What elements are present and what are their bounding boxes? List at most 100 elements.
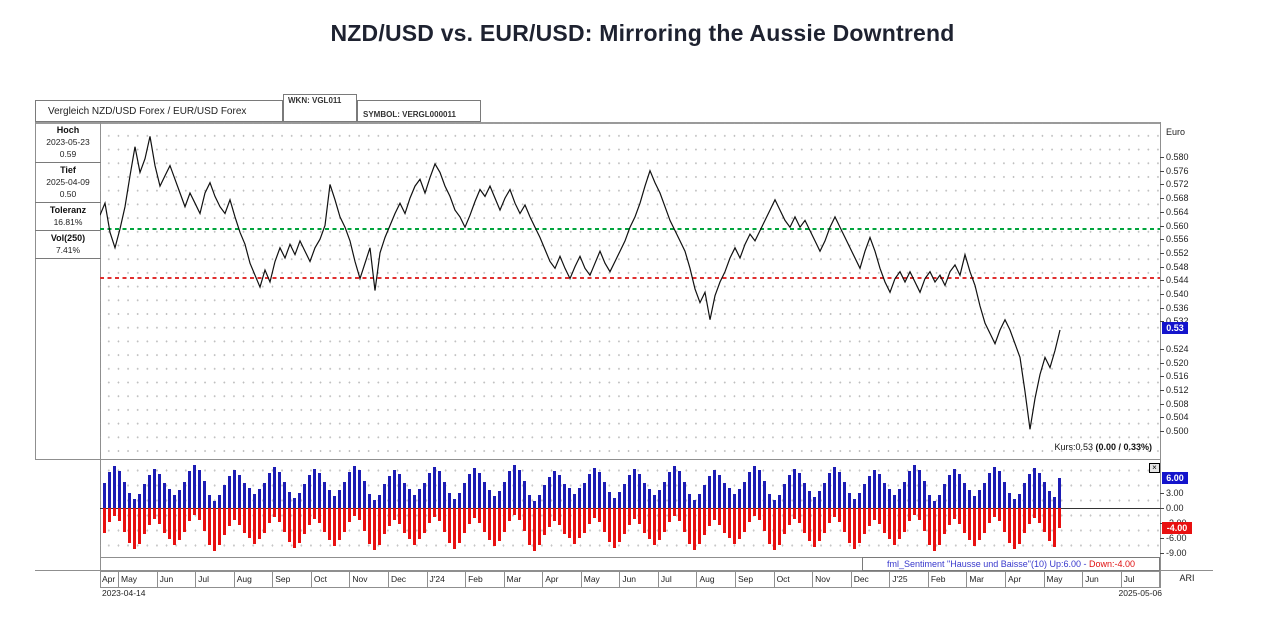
sentiment-bar-up (378, 494, 381, 508)
sentiment-bar-down (1053, 508, 1056, 547)
tief-date: 2025-04-09 (46, 177, 90, 187)
sentiment-bar-up (393, 469, 396, 508)
sentiment-bar-down (788, 508, 791, 525)
sentiment-bar-up (988, 472, 991, 508)
sentiment-bar-down (633, 508, 636, 519)
sentiment-bar-down (688, 508, 691, 544)
sentiment-bar-up (888, 488, 891, 508)
sentiment-bar-down (523, 508, 526, 531)
info-row-tief: Tief 2025-04-09 0.50 (35, 163, 101, 203)
sentiment-bar-up (243, 483, 246, 508)
month-cell: Jul (196, 572, 235, 587)
sentiment-bar-up (493, 496, 496, 508)
sentiment-bar-down (993, 508, 996, 517)
sentiment-bar-up (428, 472, 431, 508)
sentiment-bar-down (488, 508, 491, 540)
sentiment-bar-down (673, 508, 676, 516)
price-axis-label: 0.508 (1166, 398, 1189, 409)
axis-end-date: 2025-05-06 (1118, 588, 1162, 598)
sentiment-bar-up (178, 489, 181, 508)
sentiment-bar-down (683, 508, 686, 532)
price-axis-label: 0.552 (1166, 247, 1189, 258)
sentiment-bar-down (813, 508, 816, 547)
price-axis-tick (1160, 348, 1164, 350)
sentiment-bar-up (163, 482, 166, 508)
price-axis-label: 0.524 (1166, 343, 1189, 354)
hoch-date: 2023-05-23 (46, 137, 90, 147)
sentiment-bar-down (998, 508, 1001, 521)
sentiment-bar-up (773, 500, 776, 508)
sentiment-bar-down (778, 508, 781, 545)
month-cell: J'25 (890, 572, 929, 587)
price-axis-label: 0.516 (1166, 371, 1189, 382)
sentiment-bar-up (103, 483, 106, 508)
month-axis: Apr May Jun Jul Aug Sep Oct Nov Dec J'24 Feb Mar Apr… (100, 571, 1161, 588)
sentiment-bar-down (343, 508, 346, 532)
sentiment-bar-up (638, 473, 641, 508)
sentiment-bar-down (938, 508, 941, 545)
sentiment-bar-up (188, 471, 191, 508)
toleranz-label: Toleranz (49, 205, 87, 215)
sentiment-bar-up (963, 482, 966, 508)
sentiment-bar-down (983, 508, 986, 533)
sentiment-bar-up (953, 469, 956, 508)
sentiment-bar-up (148, 475, 151, 508)
sentiment-bar-down (183, 508, 186, 532)
sentiment-bar-up (728, 488, 731, 508)
month-cell: Mar (967, 572, 1006, 587)
price-axis-label: 0.540 (1166, 289, 1189, 299)
info-row-hoch: Hoch 2023-05-23 0.59 (35, 123, 101, 163)
sentiment-bar-down (803, 508, 806, 533)
sentiment-bar-down (333, 508, 336, 546)
sentiment-bar-down (698, 508, 701, 544)
sentiment-bar-up (313, 468, 316, 508)
sentiment-bar-up (748, 471, 751, 508)
price-axis-tick (1160, 184, 1164, 186)
sentiment-bar-down (893, 508, 896, 545)
sentiment-bar-down (608, 508, 611, 542)
price-axis-label: 0.520 (1166, 357, 1189, 368)
sentiment-bar-down (298, 508, 301, 543)
sentiment-bar-up (268, 473, 271, 508)
sentiment-bar-up (383, 484, 386, 508)
resistance-dashed-line (100, 228, 1160, 230)
sentiment-bar-down (823, 508, 826, 533)
sentiment-bar-up (598, 472, 601, 508)
sentiment-bar-up (318, 473, 321, 508)
sentiment-bar-up (368, 494, 371, 508)
sentiment-bar-down (623, 508, 626, 534)
instrument-title: Vergleich NZD/USD Forex / EUR/USD Forex (35, 100, 283, 122)
sentiment-bar-down (458, 508, 461, 543)
sentiment-bar-down (743, 508, 746, 532)
sentiment-bar-up (693, 499, 696, 508)
sentiment-bar-down (643, 508, 646, 533)
price-axis-tick (1160, 266, 1164, 268)
outer-left-border (35, 100, 36, 460)
sentiment-bar-up (818, 491, 821, 508)
sentiment-bar-up (323, 482, 326, 508)
sentiment-bar-down (223, 508, 226, 535)
sentiment-bar-up (933, 500, 936, 508)
sentiment-bar-up (223, 484, 226, 508)
price-axis-label: 0.556 (1166, 234, 1189, 245)
sentiment-bar-down (658, 508, 661, 540)
sentiment-bar-up (143, 484, 146, 508)
sentiment-bar-down (553, 508, 556, 521)
sentiment-bar-up (133, 499, 136, 508)
tief-value: 0.50 (59, 189, 77, 199)
sentiment-down-badge: -4.00 (1162, 522, 1192, 534)
sentiment-bar-up (793, 468, 796, 508)
sentiment-bar-down (578, 508, 581, 538)
sentiment-bar-up (263, 482, 266, 508)
sentiment-bar-up (423, 482, 426, 508)
sentiment-bar-down (768, 508, 771, 544)
sentiment-bar-up (1053, 497, 1056, 508)
sentiment-bar-up (983, 482, 986, 508)
price-chart-plot-area[interactable]: Kurs:0.53 (0.00 / 0.33%) (100, 123, 1160, 460)
sentiment-bar-up (473, 468, 476, 508)
sentiment-bar-up (663, 482, 666, 508)
close-indicator-icon[interactable]: × (1149, 463, 1160, 473)
sentiment-bar-down (168, 508, 171, 539)
sentiment-indicator-panel[interactable] (100, 462, 1160, 558)
sentiment-bar-down (268, 508, 271, 523)
